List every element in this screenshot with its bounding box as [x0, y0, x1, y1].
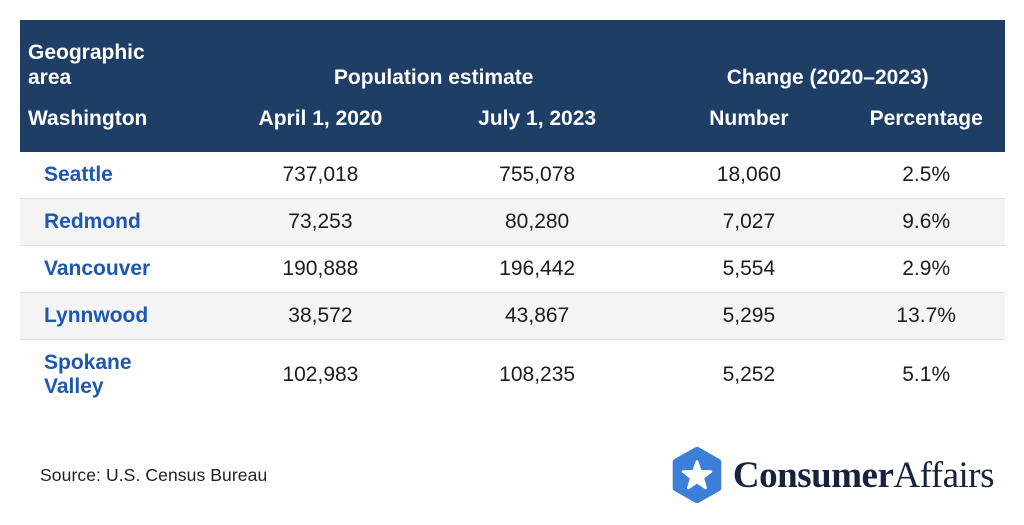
pop-2020-cell: 737,018	[282, 162, 359, 186]
change-number-cell: 7,027	[722, 209, 776, 233]
change-pct-cell: 5.1%	[902, 363, 951, 387]
column-percentage: Percentage	[847, 90, 1005, 152]
column-april-2020: April 1, 2020	[217, 90, 424, 152]
change-number-cell: 5,252	[722, 363, 776, 387]
change-number-cell: 5,554	[722, 256, 776, 280]
table-body: Seattle 737,018 755,078 18,060 2.5% Redm…	[20, 152, 1005, 411]
header-group-row: Geographic area Population estimate Chan…	[20, 20, 1005, 91]
header-population-estimate: Population estimate	[217, 20, 651, 91]
logo-affairs-text: Affairs	[893, 454, 994, 496]
city-link-vancouver[interactable]: Vancouver	[44, 256, 151, 280]
column-july-2023: July 1, 2023	[423, 90, 651, 152]
population-table: Geographic area Population estimate Chan…	[20, 20, 1005, 410]
pop-2020-cell: 73,253	[288, 209, 353, 233]
table-row-lynnwood: Lynnwood 38,572 43,867 5,295 13.7%	[20, 292, 1005, 340]
pop-2020-cell: 38,572	[288, 303, 353, 327]
star-in-hexagon-icon	[670, 446, 724, 504]
change-number-cell: 5,295	[722, 303, 776, 327]
logo-wordmark: ConsumerAffairs	[732, 454, 995, 497]
pop-2023-cell: 196,442	[499, 256, 576, 280]
city-cell: Redmond	[20, 198, 217, 245]
change-number-cell: 18,060	[716, 162, 781, 186]
table-row-spokane-valley: Spokane Valley 102,983 108,235 5,252 5.1…	[20, 339, 1005, 411]
source-attribution: Source: U.S. Census Bureau	[40, 464, 268, 485]
city-cell: Spokane Valley	[20, 340, 217, 411]
city-link-spokane-valley[interactable]: Spokane Valley	[44, 351, 132, 399]
pop-2023-cell: 43,867	[505, 303, 570, 327]
logo-consumer-text: Consumer	[732, 454, 894, 496]
header-column-row: Washington April 1, 2020 July 1, 2023 Nu…	[20, 90, 1005, 152]
column-washington: Washington	[20, 90, 217, 152]
column-number: Number	[650, 90, 848, 152]
city-cell: Seattle	[20, 152, 217, 199]
change-pct-cell: 13.7%	[896, 303, 956, 327]
pop-2020-cell: 190,888	[282, 256, 359, 280]
city-link-lynnwood[interactable]: Lynnwood	[44, 303, 149, 327]
table-row-redmond: Redmond 73,253 80,280 7,027 9.6%	[20, 198, 1005, 246]
population-table-page: Geographic area Population estimate Chan…	[20, 20, 1005, 504]
city-link-seattle[interactable]: Seattle	[44, 162, 113, 186]
change-pct-cell: 2.9%	[902, 256, 951, 280]
pop-2023-cell: 755,078	[499, 162, 576, 186]
change-pct-cell: 2.5%	[902, 162, 951, 186]
city-link-redmond[interactable]: Redmond	[44, 209, 141, 233]
pop-2023-cell: 108,235	[499, 363, 576, 387]
pop-2023-cell: 80,280	[505, 209, 570, 233]
table-row-vancouver: Vancouver 190,888 196,442 5,554 2.9%	[20, 245, 1005, 292]
city-cell: Lynnwood	[20, 292, 217, 339]
pop-2020-cell: 102,983	[282, 363, 359, 387]
footer: Source: U.S. Census Bureau ConsumerAffai…	[20, 446, 1005, 504]
header-change: Change (2020–2023)	[650, 20, 1005, 91]
city-cell: Vancouver	[20, 245, 217, 292]
table-header: Geographic area Population estimate Chan…	[20, 20, 1005, 152]
table-row-seattle: Seattle 737,018 755,078 18,060 2.5%	[20, 152, 1005, 199]
consumeraffairs-logo[interactable]: ConsumerAffairs	[670, 446, 994, 504]
change-pct-cell: 9.6%	[902, 209, 951, 233]
header-geographic-area: Geographic area	[20, 20, 217, 91]
